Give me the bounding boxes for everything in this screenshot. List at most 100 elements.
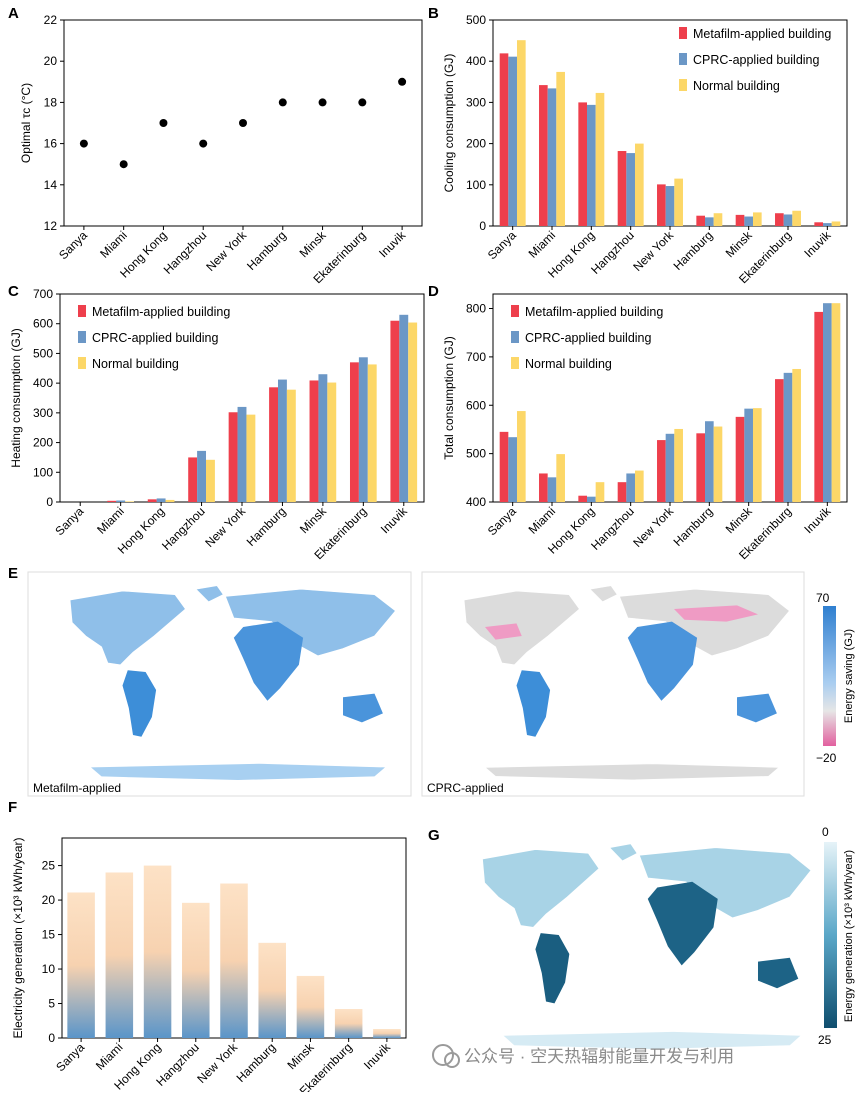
legend-swatch (78, 305, 86, 317)
legend-label: CPRC-applied building (525, 331, 652, 345)
y-tick-label: 10 (42, 962, 56, 976)
scatter-point (159, 119, 168, 127)
bar (775, 379, 784, 502)
x-tick-label: Inuvik (376, 228, 409, 261)
bar (105, 872, 134, 1038)
chart-heating-consumption: 0 100 200 300 400 500 600 700 Heating consumptio… (9, 287, 425, 562)
x-tick-label: Sanya (485, 228, 519, 262)
bar (657, 184, 666, 226)
y-tick-label: 20 (44, 54, 58, 68)
bar (587, 104, 596, 226)
bar (634, 143, 644, 226)
bar (696, 215, 706, 226)
legend-label: Normal building (693, 79, 780, 93)
bar (792, 368, 801, 502)
bar (595, 92, 605, 226)
legend-swatch (511, 331, 519, 343)
legend-swatch (679, 79, 687, 91)
bar (752, 408, 762, 502)
bar (228, 412, 238, 502)
y-tick-label: 800 (466, 302, 486, 316)
bar (499, 431, 509, 502)
bar (587, 496, 596, 502)
bar (735, 214, 745, 226)
bar (188, 457, 198, 502)
bar (735, 416, 745, 502)
x-tick-label: New York (630, 504, 676, 550)
bar (197, 450, 207, 502)
scatter-point (199, 139, 208, 148)
y-tick-label: 400 (33, 376, 53, 390)
y-tick-label: 16 (44, 137, 58, 151)
x-tick-label: New York (202, 504, 248, 550)
y-axis-label: Total consumption (GJ) (442, 336, 456, 459)
chart-cooling-consumption: 0 100 200 300 400 500 Cooling consumption (GJ)… (442, 13, 848, 286)
y-tick-label: 25 (42, 859, 56, 873)
x-tick-label: Hangzhou (159, 504, 208, 553)
scatter-point (358, 98, 367, 107)
x-tick-label: Sanya (485, 504, 519, 538)
bar (508, 56, 517, 226)
map-label-cprc: CPRC-applied (427, 781, 504, 795)
y-tick-label: 600 (466, 398, 486, 412)
bar (107, 500, 117, 502)
y-tick-label: 500 (466, 447, 486, 461)
colorbar-e-label: Energy saving (GJ) (843, 629, 855, 723)
bar (657, 440, 666, 502)
y-tick-label: 14 (44, 178, 58, 192)
bar (713, 426, 723, 502)
y-tick-label: 5 (48, 997, 55, 1011)
y-axis-label: Electricity generation (×10³ kWh/year) (11, 837, 25, 1038)
bar (783, 214, 793, 226)
y-tick-label: 700 (33, 287, 53, 301)
bar (334, 1009, 363, 1038)
y-tick-label: 300 (33, 406, 53, 420)
map-panel-metafilm: Metafilm-applied (27, 571, 412, 797)
scatter-point (79, 139, 88, 148)
x-tick-label: Sanya (53, 1040, 87, 1074)
x-tick-label: New York (203, 228, 249, 274)
bar (237, 406, 247, 502)
colorbar-e-max: 70 (816, 591, 830, 605)
bar (792, 210, 801, 226)
x-tick-label: Minsk (723, 228, 756, 261)
bar (358, 357, 368, 502)
legend-label: Metafilm-applied building (92, 305, 230, 319)
bar (665, 433, 675, 502)
x-tick-label: Inuvik (801, 504, 834, 537)
x-tick-label: Miami (93, 1040, 126, 1073)
bar (665, 186, 675, 226)
wechat-icon-secondary (444, 1052, 460, 1068)
bar (116, 500, 126, 502)
y-tick-label: 15 (42, 928, 56, 942)
bar (147, 499, 157, 502)
panel-letter-d: D (428, 283, 439, 300)
x-tick-label: Minsk (297, 504, 330, 537)
y-tick-label: 100 (33, 465, 53, 479)
map-panel-generation (481, 843, 812, 1050)
panel-letter-g: G (428, 827, 440, 844)
bar (744, 408, 753, 502)
x-tick-label: Miami (97, 228, 130, 261)
y-tick-label: 0 (48, 1031, 55, 1045)
bar (674, 428, 683, 502)
legend-swatch (511, 305, 519, 317)
panel-letter-f: F (8, 799, 17, 816)
bar (831, 303, 841, 502)
y-tick-label: 300 (466, 95, 486, 109)
world-map-cprc (463, 585, 791, 781)
bar (277, 379, 287, 502)
bar (165, 499, 175, 502)
y-tick-label: 12 (44, 219, 58, 233)
y-tick-label: 500 (33, 346, 53, 360)
bar (814, 311, 824, 502)
bar (508, 437, 517, 502)
bar (408, 322, 418, 502)
watermark-text: 公众号 · 空天热辐射能量开发与利用 (464, 1047, 734, 1066)
bar (814, 222, 824, 226)
y-tick-label: 0 (46, 495, 53, 509)
map-label-metafilm: Metafilm-applied (33, 781, 121, 795)
bar (674, 178, 683, 226)
bar (705, 217, 714, 226)
